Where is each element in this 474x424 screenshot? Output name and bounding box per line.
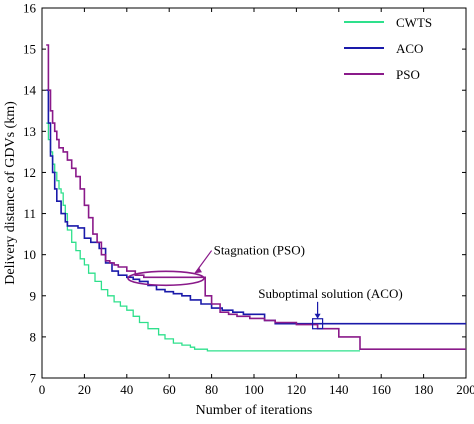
series-line-cwts (46, 122, 360, 352)
x-tick-label: 60 (163, 382, 176, 397)
y-tick-label: 12 (23, 165, 36, 180)
x-tick-label: 100 (244, 382, 264, 397)
axis-ticks: 0 20 40 60 80 100 120 140 160 180 200 7 8 9 10 11 12 13 14… (23, 1, 474, 398)
plot-area: 0 20 40 60 80 100 120 140 160 180 200 7 8 9 10 11 12 13 14… (23, 1, 474, 398)
x-tick-label: 180 (414, 382, 434, 397)
y-tick-label: 16 (23, 1, 37, 16)
y-tick-label: 8 (30, 329, 37, 344)
series-layer (46, 44, 466, 352)
stagnation-arrowhead (194, 267, 202, 274)
x-tick-label: 20 (78, 382, 91, 397)
x-tick-label: 80 (205, 382, 218, 397)
suboptimal-label: Suboptimal solution (ACO) (258, 286, 402, 301)
legend-label-aco: ACO (396, 41, 423, 56)
x-tick-label: 0 (39, 382, 46, 397)
y-tick-label: 13 (23, 124, 36, 139)
x-tick-label: 120 (287, 382, 307, 397)
legend-label-cwts: CWTS (396, 15, 432, 30)
series-line-aco (46, 89, 466, 325)
suboptimal-arrowhead (314, 313, 321, 319)
y-tick-label: 10 (23, 247, 36, 262)
x-axis-title: Number of iterations (196, 403, 313, 418)
y-tick-label: 14 (23, 83, 37, 98)
x-tick-label: 160 (371, 382, 391, 397)
stagnation-label: Stagnation (PSO) (214, 243, 305, 258)
y-tick-label: 9 (30, 288, 37, 303)
series-line-pso (46, 44, 466, 350)
y-tick-label: 15 (23, 42, 36, 57)
x-tick-label: 40 (120, 382, 133, 397)
annotations: Stagnation (PSO) Suboptimal solution (ACO… (127, 243, 403, 330)
plot-frame (41, 7, 467, 379)
legend: CWTS ACO PSO (344, 15, 432, 82)
y-tick-label: 7 (30, 371, 37, 386)
stagnation-ellipse (127, 270, 205, 287)
y-tick-label: 11 (23, 206, 36, 221)
y-axis-title: Delivery distance of GDVs (km) (3, 101, 18, 285)
x-tick-label: 200 (456, 382, 474, 397)
x-tick-label: 140 (329, 382, 349, 397)
legend-label-pso: PSO (396, 67, 420, 82)
